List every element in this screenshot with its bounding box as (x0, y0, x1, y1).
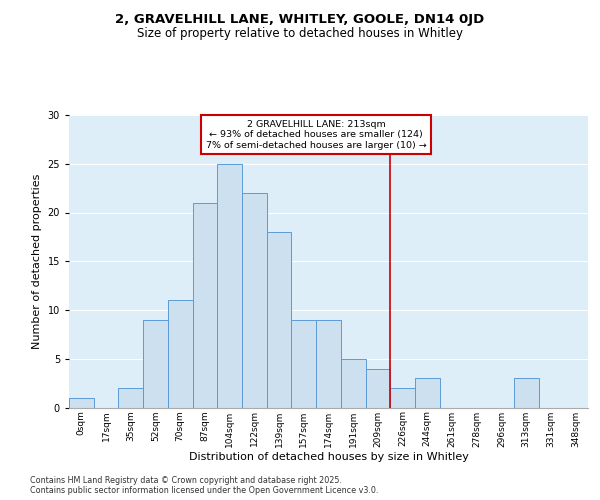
Bar (292, 320, 316, 408)
Bar (143, 320, 168, 408)
Bar (267, 232, 292, 408)
Bar (168, 300, 193, 408)
Text: Size of property relative to detached houses in Whitley: Size of property relative to detached ho… (137, 28, 463, 40)
Text: 2 GRAVELHILL LANE: 213sqm
← 93% of detached houses are smaller (124)
7% of semi-: 2 GRAVELHILL LANE: 213sqm ← 93% of detac… (206, 120, 427, 150)
Bar (118, 388, 143, 407)
Bar (316, 320, 341, 408)
Bar (217, 164, 242, 408)
Bar (242, 193, 267, 408)
Bar (365, 368, 390, 408)
Text: 2, GRAVELHILL LANE, WHITLEY, GOOLE, DN14 0JD: 2, GRAVELHILL LANE, WHITLEY, GOOLE, DN14… (115, 12, 485, 26)
Bar (415, 378, 440, 408)
Bar (514, 378, 539, 408)
Y-axis label: Number of detached properties: Number of detached properties (32, 174, 42, 349)
Bar (193, 203, 217, 408)
Bar (390, 388, 415, 407)
Text: Contains HM Land Registry data © Crown copyright and database right 2025.
Contai: Contains HM Land Registry data © Crown c… (30, 476, 379, 495)
Bar (341, 359, 365, 408)
X-axis label: Distribution of detached houses by size in Whitley: Distribution of detached houses by size … (188, 452, 469, 462)
Bar (69, 398, 94, 407)
